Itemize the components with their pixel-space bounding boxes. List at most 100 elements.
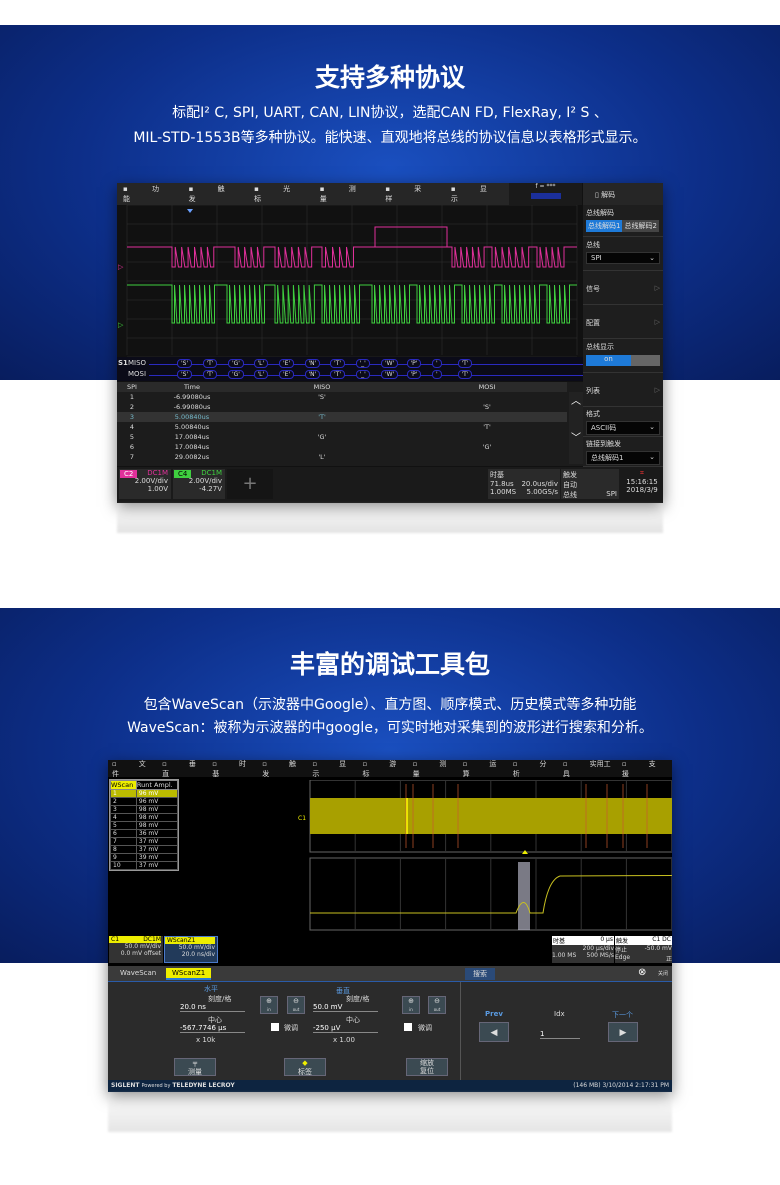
toolbar-item[interactable]: ▫ 运算	[463, 760, 503, 779]
toolbar-item[interactable]: ▫ 文件	[112, 760, 152, 779]
decode2-toggle[interactable]: 总线解码2	[622, 220, 659, 232]
channel-c2[interactable]: C2 DC1M 2.00V/div 1.00V	[119, 469, 171, 499]
add-channel-button[interactable]: +	[227, 469, 273, 499]
trigger-box[interactable]: 触发 C1 DC 停止 -50.0 mV Edge 正	[615, 936, 672, 963]
bus-byte: 'T'	[330, 370, 345, 379]
table-scrollbar[interactable]: ︿ ﹀	[569, 392, 583, 464]
toolbar-flag[interactable]: ▪ 触发	[189, 184, 233, 204]
timebase-box[interactable]: 时基 71.8us 20.0us/div 1.00MS 5.00GS/s	[488, 469, 560, 499]
toolbar-item[interactable]: ▫ 支援	[622, 760, 662, 779]
config-menu[interactable]: 配置 ▷	[583, 305, 663, 339]
h-scale-input[interactable]: 20.0 ns	[180, 1003, 245, 1012]
measure-button[interactable]: ╤ 测量	[174, 1058, 216, 1076]
reset-label-2: 复位	[420, 1067, 434, 1075]
channel-c4[interactable]: C4 DC1M 2.00V/div -4.27V	[173, 469, 225, 499]
table-cell: -6.99080us	[173, 403, 211, 411]
v-zoom-out-button[interactable]: ⊖ out	[428, 996, 446, 1014]
c1-offset: 0.0 mV offset	[120, 950, 161, 957]
prev-button[interactable]: ◀	[479, 1022, 509, 1042]
reset-zoom-button[interactable]: 缩放 复位	[406, 1058, 448, 1076]
table-row[interactable]: 3 5.00840us 'T'	[117, 412, 567, 422]
table-row[interactable]: 4 5.00840us 'T'	[117, 422, 567, 432]
trigger-marker	[522, 850, 528, 854]
bus-select[interactable]: SPI ⌄	[586, 252, 660, 264]
table-row[interactable]: 1 96 mV	[110, 789, 179, 798]
table-row[interactable]: 9 39 mV	[110, 853, 179, 862]
footer-status: (146 MB) 3/10/2014 2:17:31 PM	[573, 1082, 669, 1089]
v-zoom-in-button[interactable]: ⊕ in	[402, 996, 420, 1014]
v-scale-input[interactable]: 50.0 mV	[313, 1003, 378, 1012]
toolbar-item[interactable]: ▫ 显示	[312, 760, 352, 779]
idx-input[interactable]: 1	[540, 1030, 580, 1039]
v-factor: x 1.00	[333, 1036, 355, 1044]
signal-menu[interactable]: 信号 ▷	[583, 271, 663, 305]
table-row[interactable]: 4 98 mV	[110, 813, 179, 822]
next-button[interactable]: ▶	[608, 1022, 638, 1042]
in-label: in	[267, 1007, 271, 1012]
trigger-src: C1 DC	[652, 936, 671, 943]
link-trigger-select[interactable]: 总线解码1 ⌄	[586, 451, 660, 465]
c2-offset: 1.00V	[147, 485, 168, 493]
h-zoom-out-button[interactable]: ⊖ out	[287, 996, 305, 1014]
tab-search[interactable]: 搜索	[465, 968, 495, 980]
table-row[interactable]: 5 17.0084us 'G'	[117, 432, 567, 442]
table-cell: 98 mV	[135, 821, 179, 830]
toolbar-cursor[interactable]: ▪ 光标	[254, 184, 298, 204]
label-button[interactable]: ◆ 标签	[284, 1058, 326, 1076]
close-label[interactable]: 关闭	[658, 971, 669, 977]
table-row[interactable]: 7 37 mV	[110, 837, 179, 846]
toolbar-item[interactable]: ▫ 垂直	[162, 760, 202, 779]
list-label: 列表	[586, 387, 600, 395]
toolbar-item[interactable]: ▫ 测量	[413, 760, 453, 779]
zoom-trace-box[interactable]: WScanZ1 50.0 mV/div 20.0 ns/div	[164, 936, 218, 963]
channel-c1[interactable]: C1 DC1M 50.0 mV/div 0.0 mV offset	[109, 936, 163, 963]
toolbar-display[interactable]: ▪ 显示	[451, 184, 495, 204]
toolbar-item[interactable]: ▫ 分析	[513, 760, 553, 779]
format-select[interactable]: ASCII码 ⌄	[586, 421, 660, 435]
table-row[interactable]: 5 98 mV	[110, 821, 179, 830]
table-row[interactable]: 2 96 mV	[110, 797, 179, 806]
table-row[interactable]: 8 37 mV	[110, 845, 179, 854]
toolbar-item[interactable]: ▫ 触发	[262, 760, 302, 779]
h-center-input[interactable]: -567.7746 µs	[180, 1024, 245, 1033]
bus-label: 总线	[586, 241, 600, 249]
h-fine-checkbox[interactable]	[271, 1023, 279, 1031]
bus-byte: 'G'	[228, 370, 244, 379]
h-zoom-in-button[interactable]: ⊕ in	[260, 996, 278, 1014]
toolbar-gear[interactable]: ▪ 功能	[123, 184, 167, 204]
toolbar-label: 垂直	[162, 760, 196, 778]
zoom-out-icon: ⊖	[293, 997, 299, 1005]
toolbar-sample[interactable]: ▪ 采样	[385, 184, 429, 204]
menu-icon: ▫	[462, 760, 468, 768]
trigger-marker	[187, 209, 193, 213]
bus-display-toggle[interactable]: on	[586, 355, 660, 366]
decode1-toggle[interactable]: 总线解码1	[586, 220, 623, 232]
tab-wscanz1[interactable]: WScanZ1	[166, 968, 212, 980]
menu-icon: ▫	[412, 760, 418, 768]
table-row[interactable]: 6 36 mV	[110, 829, 179, 838]
toolbar-item[interactable]: ▫ 实用工具	[563, 760, 612, 779]
table-cell: 17.0084us	[174, 433, 210, 441]
table-row[interactable]: 6 17.0084us 'G'	[117, 442, 567, 452]
table-cell: 3	[110, 805, 137, 814]
trigger-box[interactable]: 触发 自动 总线 SPI	[561, 469, 619, 499]
table-row[interactable]: 7 29.0082us 'L'	[117, 452, 567, 462]
toolbar-item[interactable]: ▫ 时基	[212, 760, 252, 779]
tab-wavescan[interactable]: WaveScan	[120, 969, 157, 977]
table-row[interactable]: 1 -6.99080us 'S'	[117, 392, 567, 402]
toolbar-ruler[interactable]: ▪ 测量	[320, 184, 364, 204]
table-row[interactable]: 10 37 mV	[110, 861, 179, 870]
v-center-input[interactable]: -250 µV	[313, 1024, 378, 1033]
chevron-down-icon: ⌄	[649, 254, 655, 262]
toolbar-label: 运算	[462, 760, 497, 778]
list-menu[interactable]: 列表 ▷	[583, 373, 663, 407]
oscilloscope-screen-wavescan: ▫ 文件 ▫ 垂直 ▫ 时基 ▫ 触发 ▫ 显示 ▫ 游标 ▫ 测量 ▫ 运算 ▫ 分析 ▫ 实用工具 ▫ 支援 WSca…	[108, 760, 672, 1092]
status-bar: C2 DC1M 2.00V/div 1.00V C4 DC1M 2.00V/div…	[117, 467, 663, 503]
table-row[interactable]: 2 -6.99080us 'S'	[117, 402, 567, 412]
toolbar-item[interactable]: ▫ 游标	[362, 760, 402, 779]
table-row[interactable]: 3 98 mV	[110, 805, 179, 814]
decode-tab[interactable]: ▯ 解码	[583, 183, 663, 205]
v-fine-checkbox[interactable]	[404, 1023, 412, 1031]
close-icon[interactable]: ⊗	[638, 967, 647, 978]
timebase-box[interactable]: 时基 0 µs 200 µs/div 1.00 MS 500 MS/s	[552, 936, 614, 963]
